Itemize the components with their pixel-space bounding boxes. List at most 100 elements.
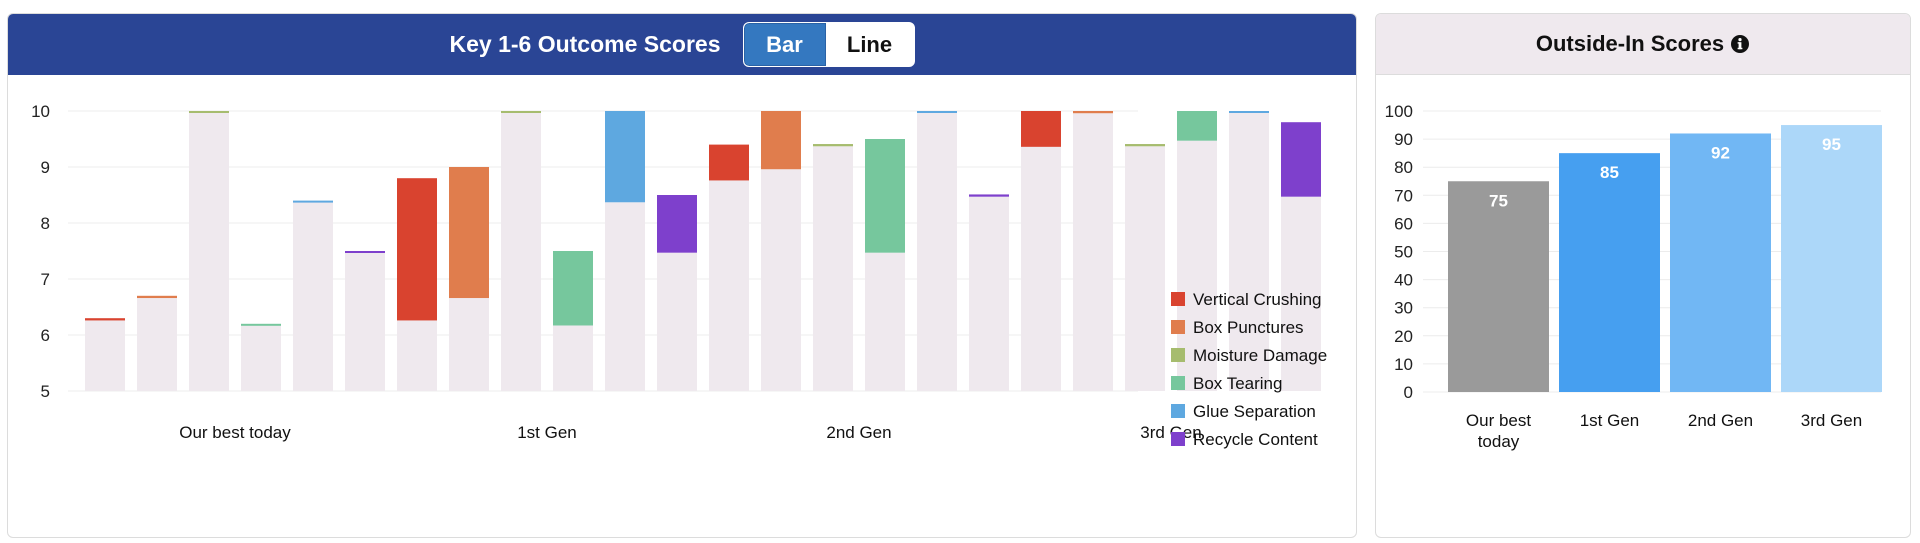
bar-moisture-damage — [501, 111, 541, 113]
bar-base — [969, 196, 1009, 391]
bar-vertical-crushing — [397, 178, 437, 321]
y-tick-label: 6 — [41, 326, 50, 345]
bar-base — [449, 298, 489, 391]
bar-3rd-gen — [1781, 125, 1882, 393]
x-category-label: 1st Gen — [517, 423, 577, 442]
y-tick-label: 0 — [1404, 383, 1413, 402]
x-category-label: Our best today — [179, 423, 291, 442]
bar-1st-gen — [1559, 153, 1660, 392]
x-category-label: 2nd Gen — [1688, 411, 1753, 430]
bar-vertical-crushing — [1021, 111, 1061, 147]
y-tick-label: 30 — [1394, 299, 1413, 318]
legend-swatch — [1171, 348, 1185, 362]
bar-box-tearing — [241, 323, 281, 326]
legend-label: Recycle Content — [1193, 430, 1318, 449]
outcome-scores-title: Key 1-6 Outcome Scores — [449, 31, 721, 57]
bar-vertical-crushing — [85, 318, 125, 321]
legend-label: Glue Separation — [1193, 402, 1316, 421]
bar-box-punctures — [1073, 111, 1113, 114]
bar-base — [1073, 113, 1113, 392]
bar-moisture-damage — [813, 144, 853, 147]
outside-in-panel: Outside-In Scores 0 10 20 30 40 50 60 70 80 90 100… — [1375, 13, 1911, 538]
y-tick-label: 60 — [1394, 214, 1413, 233]
legend-swatch — [1171, 376, 1185, 390]
outside-in-header: Outside-In Scores — [1376, 14, 1910, 75]
bar-box-punctures — [449, 167, 489, 299]
data-label: 92 — [1711, 143, 1730, 162]
y-tick-label: 5 — [41, 382, 50, 401]
bar-base — [137, 298, 177, 391]
y-tick-label: 10 — [31, 102, 50, 121]
legend-label: Moisture Damage — [1193, 346, 1327, 365]
legend-label: Vertical Crushing — [1193, 290, 1322, 309]
bar-glue-separation — [605, 111, 645, 203]
chart-type-toggle: Bar Line — [742, 22, 915, 67]
y-tick-label: 10 — [1394, 355, 1413, 374]
y-tick-label: 50 — [1394, 243, 1413, 262]
bar-box-tearing — [553, 251, 593, 326]
y-tick-label: 7 — [41, 270, 50, 289]
bar-base — [1021, 146, 1061, 391]
bar-glue-separation — [293, 200, 333, 203]
line-toggle-button[interactable]: Line — [825, 23, 914, 66]
bar-base — [189, 112, 229, 392]
bar-base — [1125, 146, 1165, 391]
x-category-label: Our best today — [1466, 411, 1531, 451]
bar-base — [605, 202, 645, 391]
bar-base — [761, 169, 801, 391]
legend-swatch — [1171, 432, 1185, 446]
bar-2nd-gen — [1670, 133, 1771, 393]
y-tick-label: 40 — [1394, 271, 1413, 290]
legend-label: Box Tearing — [1193, 374, 1282, 393]
bar-recycle-content — [345, 251, 385, 253]
y-tick-label: 100 — [1385, 102, 1413, 121]
y-tick-label: 80 — [1394, 158, 1413, 177]
y-tick-label: 9 — [41, 158, 50, 177]
x-category-label: 1st Gen — [1580, 411, 1640, 430]
y-tick-label: 90 — [1394, 130, 1413, 149]
legend-swatch — [1171, 292, 1185, 306]
y-tick-label: 20 — [1394, 327, 1413, 346]
data-label: 95 — [1822, 135, 1841, 154]
bar-base — [397, 320, 437, 391]
outcome-scores-panel: Key 1-6 Outcome Scores Bar Line 5 6 7 8 9 10 O… — [7, 13, 1357, 538]
bar-our-best-today — [1448, 181, 1549, 392]
bar-base — [657, 252, 697, 391]
y-tick-label: 8 — [41, 214, 50, 233]
bar-box-punctures — [137, 295, 177, 299]
bar-base — [813, 146, 853, 391]
y-tick-label: 70 — [1394, 186, 1413, 205]
bar-base — [293, 202, 333, 391]
bar-base — [241, 325, 281, 391]
x-category-label: 3rd Gen — [1801, 411, 1862, 430]
bar-glue-separation — [917, 111, 957, 113]
legend-swatch — [1171, 404, 1185, 418]
bar-base — [1281, 196, 1321, 391]
bar-base — [345, 252, 385, 391]
outcome-scores-header: Key 1-6 Outcome Scores Bar Line — [8, 14, 1356, 75]
bar-recycle-content — [657, 195, 697, 253]
legend-swatch — [1171, 320, 1185, 334]
bar-base — [553, 325, 593, 391]
legend-label: Box Punctures — [1193, 318, 1304, 337]
bar-box-tearing — [865, 139, 905, 253]
bar-moisture-damage — [1125, 144, 1165, 147]
bar-base — [501, 112, 541, 392]
outside-in-title: Outside-In Scores — [1535, 31, 1725, 56]
bar-base — [865, 252, 905, 391]
bar-box-punctures — [761, 111, 801, 170]
bar-vertical-crushing — [709, 144, 749, 181]
bar-glue-separation — [1229, 111, 1269, 113]
bar-base — [85, 320, 125, 391]
x-category-label: 2nd Gen — [826, 423, 891, 442]
data-label: 85 — [1600, 163, 1619, 182]
bar-base — [709, 180, 749, 391]
bar-toggle-button[interactable]: Bar — [743, 23, 826, 66]
bar-moisture-damage — [189, 111, 229, 113]
outside-in-chart: 0 10 20 30 40 50 60 70 80 90 100 75 Our best today 85 1… — [1385, 102, 1882, 451]
bar-recycle-content — [1281, 122, 1321, 197]
data-label: 75 — [1489, 191, 1508, 210]
bar-recycle-content — [969, 194, 1009, 197]
info-circle-icon[interactable] — [1730, 34, 1750, 54]
